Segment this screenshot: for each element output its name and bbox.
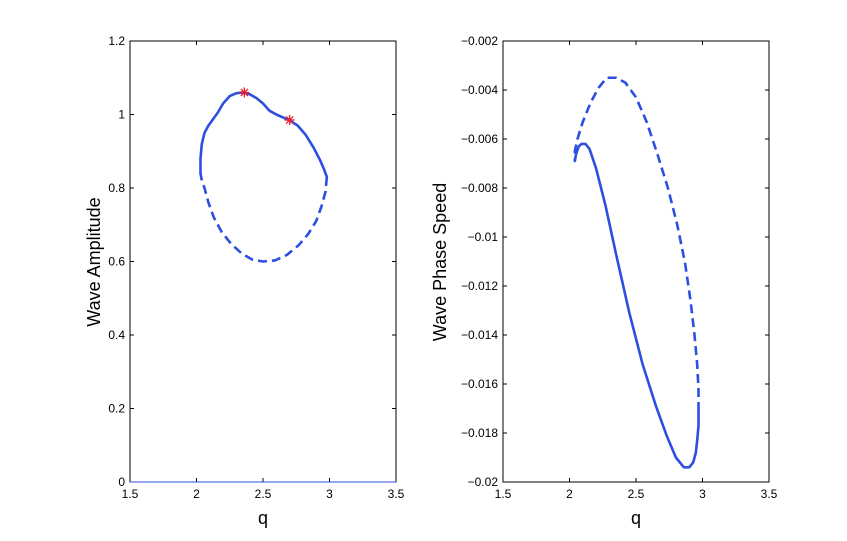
phase-speed-x-tick-label: 2.5: [628, 487, 645, 501]
star-marker-stroke: [285, 116, 294, 125]
amplitude-series-solid-line: [199, 91, 329, 179]
amplitude-y-tick-label: 0.2: [108, 402, 125, 416]
phase-speed-y-tick-label: −0.004: [461, 83, 498, 97]
phase-speed-y-tick-label: −0.012: [461, 279, 498, 293]
phase-speed-x-axis-label: q: [631, 508, 641, 528]
amplitude-y-tick-label: 0.4: [108, 328, 125, 342]
phase-speed-y-tick-label: −0.018: [461, 426, 498, 440]
amplitude-y-tick-label: 0.6: [108, 255, 125, 269]
phase-speed-y-axis-label: Wave Phase Speed: [430, 183, 450, 341]
phase-speed-y-tick-label: −0.002: [461, 34, 498, 48]
amplitude-y-tick-label: 0.8: [108, 181, 125, 195]
star-marker-stroke: [240, 88, 249, 97]
phase-speed-y-tick-label: −0.01: [468, 230, 499, 244]
amplitude-y-tick-label: 1.2: [108, 34, 125, 48]
amplitude-y-tick-label: 0: [118, 475, 125, 489]
phase-speed-y-tick-label: −0.02: [468, 475, 499, 489]
amplitude-x-axis-label: q: [258, 508, 268, 528]
phase-speed-series-solid-line: [573, 142, 700, 469]
phase-speed-y-tick-label: −0.008: [461, 181, 498, 195]
phase-speed-y-tick-label: −0.014: [461, 328, 498, 342]
amplitude-x-tick-label: 3.5: [388, 487, 405, 501]
amplitude-y-axis-label: Wave Amplitude: [84, 197, 104, 326]
phase-speed-chart: q Wave Phase Speed 1.5 2 2.5 3 3.5 −0.02 −0.01…: [430, 34, 778, 528]
amplitude-x-tick-label: 1.5: [122, 487, 139, 501]
phase-speed-y-tick-label: −0.016: [461, 377, 498, 391]
amplitude-y-tick-label: 1: [118, 108, 125, 122]
amplitude-x-tick-label: 3: [326, 487, 333, 501]
amplitude-x-tick-label: 2.5: [255, 487, 272, 501]
phase-speed-x-tick-label: 1.5: [495, 487, 512, 501]
phase-speed-x-tick-label: 3: [699, 487, 706, 501]
amplitude-chart: q Wave Amplitude 1.5 2 2.5 3 3.5 0 0.2 0.4 0.6 0.…: [84, 34, 405, 528]
phase-speed-series-dashed-line: [573, 76, 700, 411]
phase-speed-y-tick-label: −0.006: [461, 132, 498, 146]
phase-speed-x-tick-label: 2: [566, 487, 573, 501]
amplitude-star-marker: [239, 87, 250, 98]
phase-speed-axes-box: [502, 40, 770, 483]
amplitude-x-tick-label: 2: [193, 487, 200, 501]
amplitude-star-marker: [284, 115, 295, 126]
phase-speed-x-tick-label: 3.5: [761, 487, 778, 501]
amplitude-series-dashed-line: [199, 173, 329, 263]
